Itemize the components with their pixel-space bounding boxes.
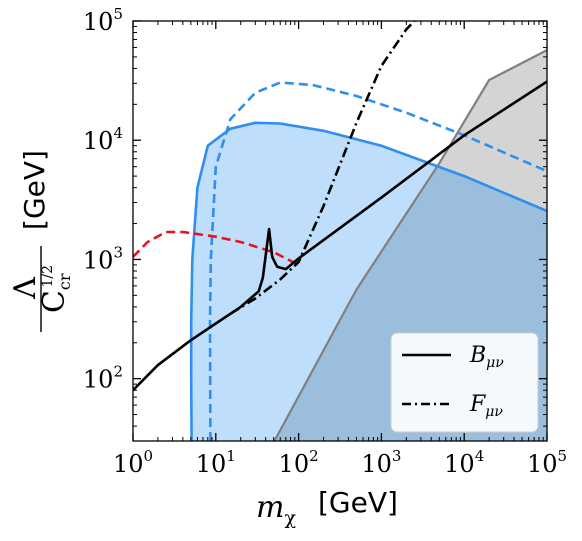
red-dashed-line (133, 230, 300, 267)
x-tick-label: 100 (113, 447, 153, 478)
y-tick-label: 103 (83, 243, 123, 274)
axis-ticks: 100 101 102 103 104 105 102 103 104 105 (83, 5, 567, 478)
y-axis-label-numerator: Λ (8, 277, 43, 300)
y-tick-label: 104 (83, 124, 123, 155)
y-axis-label-denominator: Ccr1/2 (37, 265, 74, 313)
x-tick-label: 105 (527, 447, 567, 478)
x-axis-label: mχ [GeV] (256, 486, 398, 529)
x-tick-label: 103 (361, 447, 401, 478)
x-tick-label: 102 (279, 447, 319, 478)
blue-solid-line (189, 121, 547, 441)
x-tick-label: 101 (196, 447, 236, 478)
plot-frame (132, 20, 548, 442)
y-axis-label: Λ Ccr1/2 [GeV] (8, 150, 74, 332)
y-tick-label: 105 (83, 5, 123, 36)
x-axis-label-unit: [GeV] (318, 486, 398, 519)
y-axis-label-unit: [GeV] (18, 150, 51, 230)
y-tick-label: 102 (83, 363, 123, 394)
gray-line (273, 49, 547, 441)
legend: Bμν Fμν (390, 332, 539, 433)
f-mu-nu-line (229, 21, 416, 315)
series-lines (133, 21, 547, 441)
b-mu-nu-line (133, 80, 547, 392)
blue-dashed-line (208, 81, 547, 441)
legend-label-b: Bμν (469, 343, 504, 371)
legend-label-f: Fμν (469, 392, 503, 420)
legend-box (390, 332, 539, 433)
x-axis-label-symbol: mχ (256, 490, 296, 529)
x-tick-label: 104 (444, 447, 484, 478)
